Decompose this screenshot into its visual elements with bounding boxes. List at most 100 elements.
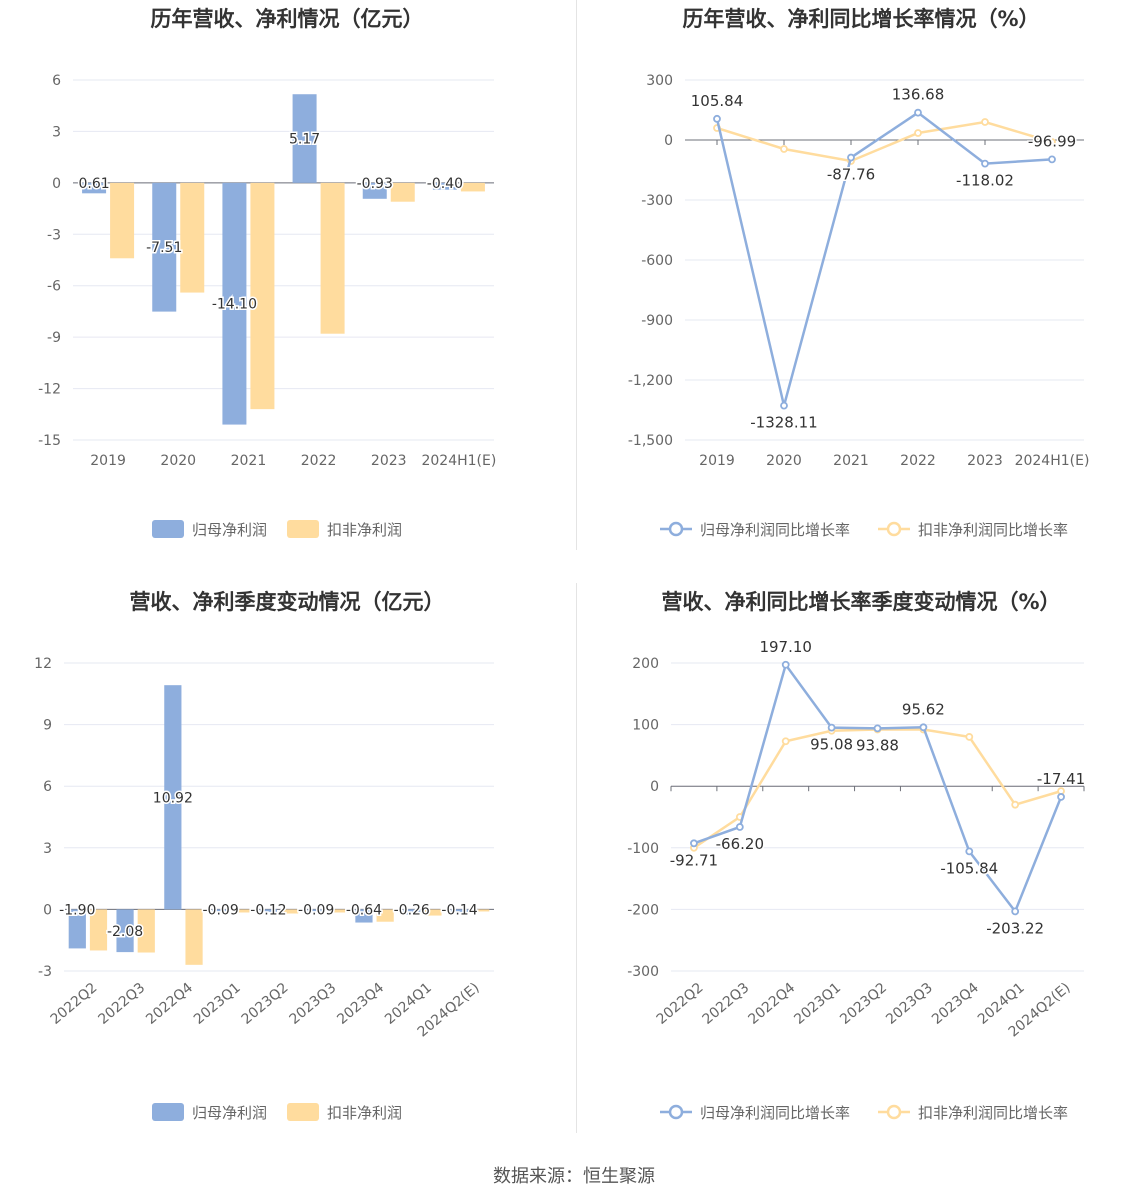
point-net-profit-growth xyxy=(690,839,698,848)
series-line-deducted-growth xyxy=(716,120,1053,163)
point-net-profit-growth xyxy=(781,660,790,669)
bar-net-profit xyxy=(450,909,469,913)
x-tick-label: 2022 xyxy=(900,453,936,469)
legend-swatch-net-profit xyxy=(152,1103,184,1121)
legend-label-deducted-growth: 扣非净利润同比增长率 xyxy=(918,1104,1068,1122)
line-data-label: -92.71 xyxy=(670,851,718,869)
point-net-profit-growth xyxy=(919,723,928,732)
point-deducted-growth xyxy=(981,118,989,126)
legend-marker-net-profit-growth xyxy=(668,521,684,537)
line-data-label: -203.22 xyxy=(986,919,1044,937)
y-tick-label: 200 xyxy=(632,656,659,672)
legend-label-net-profit-growth: 归母净利润同比增长率 xyxy=(700,1104,850,1122)
x-tick-label: 2022Q3 xyxy=(700,980,753,1028)
y-tick-label: 6 xyxy=(52,73,61,89)
legend-label-net-profit-growth: 归母净利润同比增长率 xyxy=(700,521,850,539)
bar-net-profit xyxy=(212,909,230,912)
point-net-profit-growth xyxy=(780,401,788,410)
bar-data-label: -1.90 xyxy=(59,902,95,918)
bar-deducted-net-profit xyxy=(180,182,205,293)
bar-net-profit xyxy=(164,685,182,910)
bar-data-label: -0.14 xyxy=(441,902,477,918)
series-line-net-profit-growth xyxy=(715,111,1053,406)
y-tick-label: -1,200 xyxy=(628,373,673,389)
annual-growth-line-chart-svg: 历年营收、净利同比增长率情况（%） 300 0 -300 -600 -900 -1,200 -… xyxy=(628,7,1090,539)
line-data-label: 95.08 xyxy=(810,736,853,754)
line-data-label: -87.76 xyxy=(827,166,875,184)
y-tick-label: 0 xyxy=(664,133,673,149)
chart-title: 营收、净利季度变动情况（亿元） xyxy=(130,590,445,614)
data-source-note: 数据来源：恒生聚源 xyxy=(493,1166,655,1187)
quarterly-profit-bar-chart-svg: 营收、净利季度变动情况（亿元） 12 9 6 3 0 -32022Q22022Q32022Q… xyxy=(34,590,494,1122)
point-net-profit-growth xyxy=(713,114,721,123)
y-tick-label: -3 xyxy=(38,964,52,980)
legend-label-deducted-net-profit: 扣非净利润 xyxy=(327,521,402,539)
bar-deducted-net-profit xyxy=(460,182,485,192)
x-tick-label: 2023 xyxy=(371,453,407,469)
bar-data-label: -0.09 xyxy=(298,902,334,918)
x-tick-label: 2021 xyxy=(833,453,869,469)
bar-net-profit xyxy=(355,909,373,923)
x-tick-label: 2023Q2 xyxy=(239,980,292,1028)
bar-data-label: 0.61 xyxy=(78,176,109,192)
point-deducted-growth xyxy=(1011,800,1020,809)
legend-swatch-net-profit xyxy=(152,520,184,538)
y-tick-label: -300 xyxy=(627,964,659,980)
series-line-net-profit-growth xyxy=(693,661,1063,914)
y-tick-label: 6 xyxy=(43,779,52,795)
bar-net-profit xyxy=(82,182,107,194)
x-tick-label: 2020 xyxy=(160,453,196,469)
bar-net-profit xyxy=(403,909,421,915)
bar-deducted-net-profit xyxy=(376,909,394,922)
quarterly-profit-bar-chart: 营收、净利季度变动情况（亿元） 12 9 6 3 0 -3 2022Q2 2022Q3 2022Q… xyxy=(0,583,574,1153)
y-tick-label: 0 xyxy=(52,176,61,192)
x-tick-label: 2023Q4 xyxy=(929,980,982,1028)
chart-title: 历年营收、净利同比增长率情况（%） xyxy=(682,7,1039,31)
quarterly-growth-line-chart-svg: 营收、净利同比增长率季度变动情况（%）2001000-100-200-30020… xyxy=(627,590,1087,1122)
y-tick-label: 0 xyxy=(43,902,52,918)
bar-deducted-net-profit xyxy=(424,909,442,916)
legend-label-deducted-growth: 扣非净利润同比增长率 xyxy=(918,521,1068,539)
x-tick-label: 2024H1(E) xyxy=(1015,453,1090,469)
point-net-profit-growth xyxy=(735,823,744,831)
line-data-label: 197.10 xyxy=(759,638,812,656)
point-net-profit-growth xyxy=(914,108,922,117)
bar-net-profit xyxy=(259,909,277,912)
bar-net-profit xyxy=(116,909,134,953)
bar-deducted-net-profit xyxy=(390,182,415,202)
y-tick-label: 0 xyxy=(650,779,659,795)
x-tick-label: 2021 xyxy=(231,453,267,469)
x-tick-label: 2022Q2 xyxy=(654,980,707,1028)
bar-deducted-net-profit xyxy=(89,909,108,951)
line-data-label: 95.62 xyxy=(902,700,945,718)
y-tick-label: -1,500 xyxy=(628,433,673,449)
bar-deducted-net-profit xyxy=(250,182,275,410)
annual-profit-bar-chart: 历年营收、净利情况（亿元） 6 3 0 -3 -6 -9 -12 -15 2019 2020 2021… xyxy=(0,0,574,570)
chart-title: 历年营收、净利情况（亿元） xyxy=(151,7,424,31)
chart-title: 营收、净利同比增长率季度变动情况（%） xyxy=(661,590,1060,614)
bar-deducted-net-profit xyxy=(320,182,345,334)
point-net-profit-growth xyxy=(1048,155,1056,164)
y-tick-label: -100 xyxy=(627,841,659,857)
legend-label-net-profit: 归母净利润 xyxy=(192,521,267,539)
point-net-profit-growth xyxy=(965,847,974,856)
point-net-profit-growth xyxy=(1011,907,1020,916)
x-tick-label: 2022 xyxy=(301,453,337,469)
bar-data-label: -0.40 xyxy=(427,176,463,192)
legend-swatch-deducted-net-profit xyxy=(287,1103,319,1121)
bar-data-label: -2.08 xyxy=(107,924,143,940)
x-tick-label: 2020 xyxy=(766,453,802,469)
point-net-profit-growth xyxy=(873,724,882,733)
line-data-label: 105.84 xyxy=(691,92,744,110)
legend-marker-deducted-growth xyxy=(886,1104,902,1120)
y-tick-label: -9 xyxy=(47,330,61,346)
bar-data-label: -0.12 xyxy=(250,902,286,918)
panel-divider xyxy=(576,0,577,550)
y-tick-label: 3 xyxy=(43,841,52,857)
line-data-label: -66.20 xyxy=(716,835,764,853)
point-net-profit-growth xyxy=(1057,793,1065,801)
point-deducted-growth xyxy=(1048,138,1056,146)
x-tick-label: 2022Q3 xyxy=(95,980,148,1028)
point-deducted-growth xyxy=(781,737,790,746)
x-tick-label: 2023Q1 xyxy=(191,980,244,1028)
